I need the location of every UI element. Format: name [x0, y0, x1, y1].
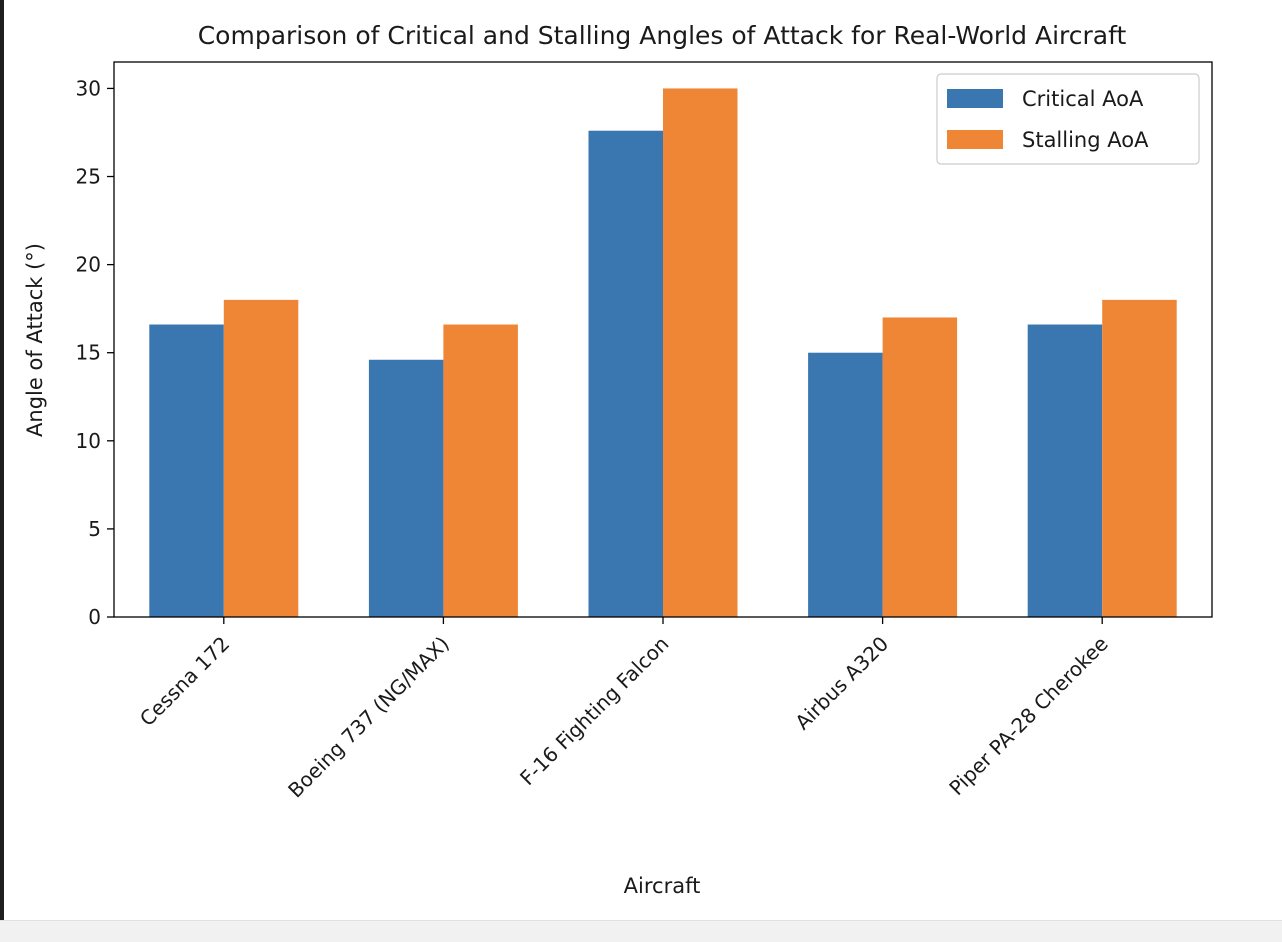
bar-critical-aoa-airbus-a320 [808, 352, 883, 617]
y-tick-label-0: 0 [88, 605, 101, 629]
status-strip [0, 920, 1282, 942]
y-axis: 0 5 10 15 20 25 30 [76, 76, 114, 629]
y-tick-label-5: 5 [88, 517, 101, 541]
y-tick-label-30: 30 [76, 76, 101, 100]
y-tick-label-25: 25 [76, 165, 101, 189]
bar-critical-aoa-boeing-737-ng-max [368, 359, 444, 617]
y-axis-label: Angle of Attack (°) [23, 243, 47, 437]
legend-swatch-stalling-aoa [947, 130, 1003, 149]
bar-stalling-aoa-piper-pa-28-cherokee [1102, 299, 1177, 617]
legend-label-critical-aoa: Critical AoA [1022, 87, 1144, 111]
bar-stalling-aoa-f-16-fighting-falcon [663, 88, 738, 618]
x-tick-label-boeing-737-ng-max: Boeing 737 (NG/MAX) [283, 632, 454, 803]
y-tick-label-15: 15 [76, 341, 101, 365]
legend-label-stalling-aoa: Stalling AoA [1022, 128, 1149, 152]
x-tick-label-airbus-a320: Airbus A320 [790, 632, 893, 735]
x-axis: Cessna 172 Boeing 737 (NG/MAX) F-16 Fighti… [135, 617, 1113, 802]
y-tick-label-10: 10 [76, 429, 101, 453]
bar-critical-aoa-piper-pa-28-cherokee [1027, 324, 1103, 617]
bar-stalling-aoa-airbus-a320 [882, 317, 958, 617]
bar-chart: Comparison of Critical and Stalling Angl… [23, 21, 1213, 898]
bar-stalling-aoa-boeing-737-ng-max [443, 324, 518, 617]
legend: Critical AoA Stalling AoA [936, 73, 1200, 165]
x-tick-label-f-16-fighting-falcon: F-16 Fighting Falcon [515, 632, 673, 790]
x-tick-label-cessna-172: Cessna 172 [135, 632, 234, 731]
legend-swatch-critical-aoa [947, 89, 1003, 108]
bars-layer [149, 88, 1177, 618]
chart-title: Comparison of Critical and Stalling Angl… [198, 21, 1127, 50]
y-tick-label-20: 20 [76, 253, 101, 277]
window-left-border [0, 0, 4, 942]
bar-critical-aoa-f-16-fighting-falcon [588, 130, 663, 617]
bar-critical-aoa-cessna-172 [149, 324, 224, 617]
bar-stalling-aoa-cessna-172 [223, 299, 299, 617]
x-tick-label-piper-pa-28-cherokee: Piper PA-28 Cherokee [944, 632, 1112, 800]
x-axis-label: Aircraft [624, 874, 701, 898]
